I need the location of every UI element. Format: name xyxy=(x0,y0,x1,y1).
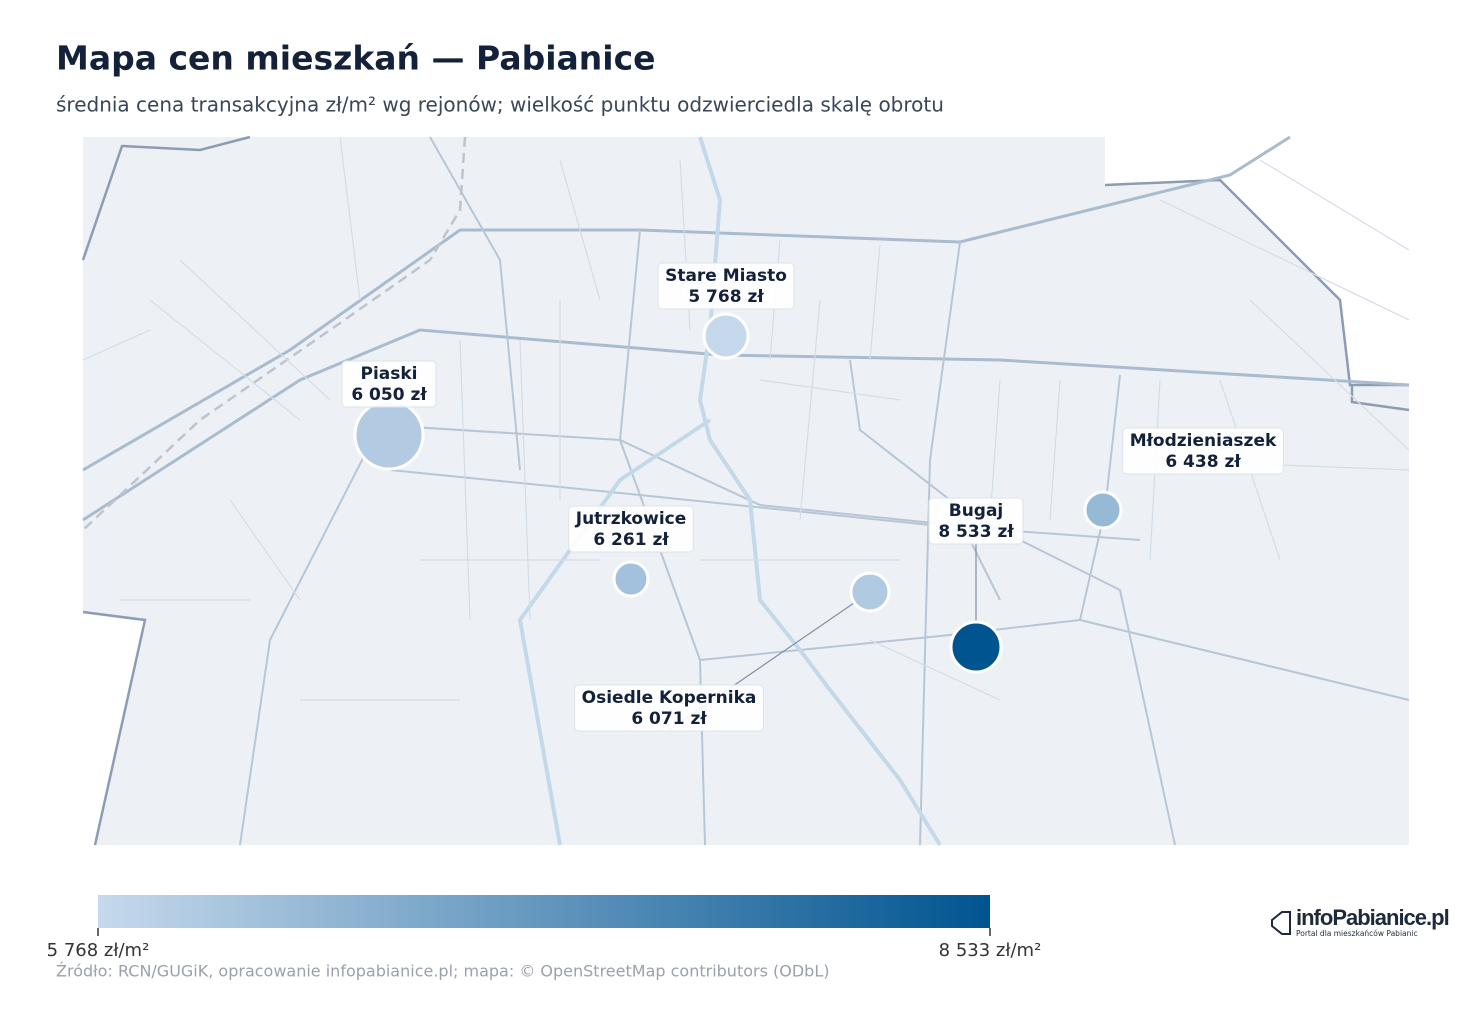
point-name: Stare Miasto xyxy=(665,266,787,286)
point-name: Bugaj xyxy=(949,501,1004,521)
colorbar-tick-label: 5 768 zł/m² xyxy=(47,940,150,961)
point-value: 8 533 zł xyxy=(938,522,1014,542)
colorbar-tick-label: 8 533 zł/m² xyxy=(939,940,1042,961)
point xyxy=(1083,490,1123,530)
point-name: Piaski xyxy=(360,364,417,384)
point xyxy=(949,620,1003,674)
label-box xyxy=(657,262,795,310)
point-value: 6 050 zł xyxy=(351,385,427,405)
label-box xyxy=(341,360,437,408)
logo-text: infoPabianice.pl xyxy=(1296,905,1449,930)
point xyxy=(849,571,891,613)
point-value: 6 071 zł xyxy=(631,709,707,729)
point xyxy=(702,312,750,360)
point-value: 5 768 zł xyxy=(688,287,764,307)
label-box xyxy=(568,505,694,553)
point-value: 6 438 zł xyxy=(1165,452,1241,472)
label-box xyxy=(574,684,764,732)
logo-tagline: Portal dla mieszkańców Pabianic xyxy=(1296,929,1418,938)
point xyxy=(353,399,425,471)
point-name: Młodzieniaszek xyxy=(1130,431,1277,451)
colorbar-ticks: 5 768 zł/m² 8 533 zł/m² xyxy=(47,928,1042,961)
basemap xyxy=(81,135,1410,847)
point-name: Jutrzkowice xyxy=(575,509,687,529)
label-box xyxy=(928,497,1024,545)
title: Mapa cen mieszkań — Pabianice xyxy=(56,39,656,78)
source: Źródło: RCN/GUGiK, opracowanie infopabia… xyxy=(56,962,829,981)
point-value: 6 261 zł xyxy=(593,530,669,550)
colorbar xyxy=(98,895,990,928)
point xyxy=(612,560,650,598)
label-box xyxy=(1122,427,1284,475)
subtitle: średnia cena transakcyjna zł/m² wg rejon… xyxy=(56,93,944,117)
point-name: Osiedle Kopernika xyxy=(582,688,757,708)
logo: infoPabianice.pl Portal dla mieszkańców … xyxy=(1271,905,1450,938)
